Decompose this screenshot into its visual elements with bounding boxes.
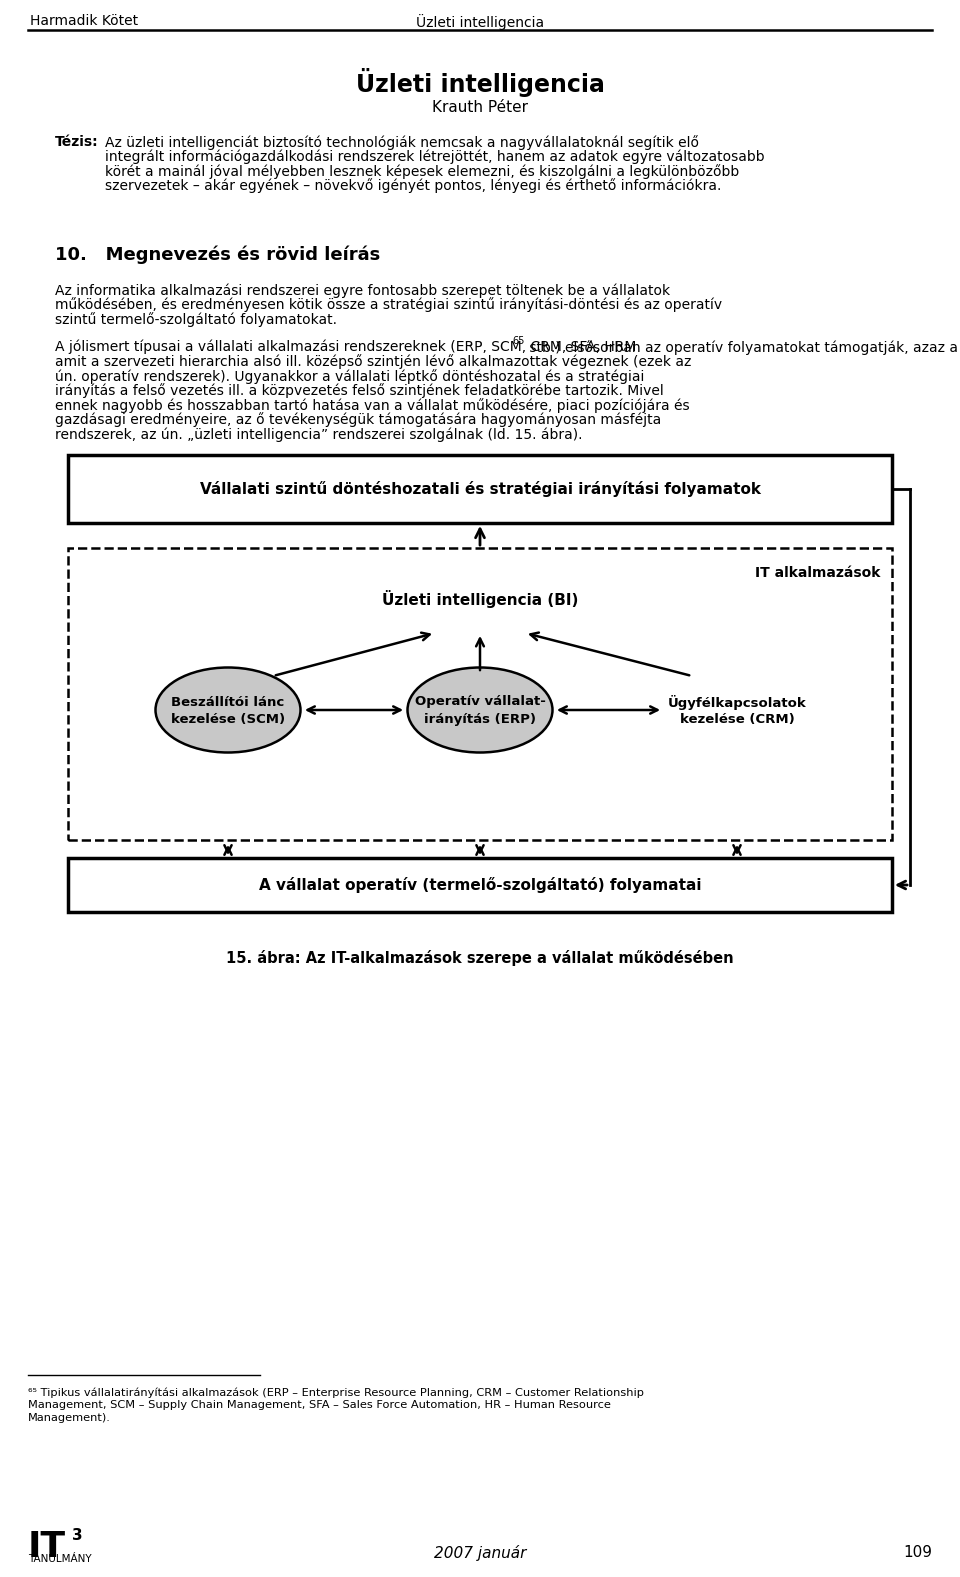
Text: A vállalat operatív (termelő-szolgáltató) folyamatai: A vállalat operatív (termelő-szolgáltató… — [259, 877, 701, 893]
Text: Krauth Péter: Krauth Péter — [432, 99, 528, 115]
Text: Üzleti intelligencia: Üzleti intelligencia — [355, 68, 605, 98]
Text: ennek nagyobb és hosszabban tartó hatása van a vállalat működésére, piaci pozíci: ennek nagyobb és hosszabban tartó hatása… — [55, 397, 689, 413]
Text: Ügyfélkapcsolatok: Ügyfélkapcsolatok — [667, 694, 806, 710]
Text: 65: 65 — [513, 336, 525, 345]
Text: irányítás (ERP): irányítás (ERP) — [424, 713, 536, 725]
Text: Harmadik Kötet: Harmadik Kötet — [30, 14, 138, 28]
Ellipse shape — [156, 667, 300, 752]
Text: ⁶⁵ Tipikus vállalatirányítási alkalmazások (ERP – Enterprise Resource Planning, : ⁶⁵ Tipikus vállalatirányítási alkalmazás… — [28, 1388, 644, 1397]
Text: Management, SCM – Supply Chain Management, SFA – Sales Force Automation, HR – Hu: Management, SCM – Supply Chain Managemen… — [28, 1400, 611, 1410]
Text: szintű termelő-szolgáltató folyamatokat.: szintű termelő-szolgáltató folyamatokat. — [55, 312, 337, 326]
Text: Üzleti intelligencia (BI): Üzleti intelligencia (BI) — [382, 590, 578, 609]
Text: működésében, és eredményesen kötik össze a stratégiai szintű irányítási-döntési : működésében, és eredményesen kötik össze… — [55, 298, 722, 312]
Text: IT alkalmazások: IT alkalmazások — [755, 566, 880, 580]
Text: szervezetek – akár egyének – növekvő igényét pontos, lényegi és érthető informác: szervezetek – akár egyének – növekvő igé… — [105, 178, 721, 194]
Text: Az üzleti intelligenciát biztosító technológiák nemcsak a nagyvállalatoknál segí: Az üzleti intelligenciát biztosító techn… — [105, 136, 699, 150]
Text: Vállalati szintű döntéshozatali és stratégiai irányítási folyamatok: Vállalati szintű döntéshozatali és strat… — [200, 481, 760, 497]
Text: kezelése (CRM): kezelése (CRM) — [680, 713, 794, 725]
Text: IT: IT — [28, 1530, 66, 1564]
Text: 109: 109 — [903, 1545, 932, 1560]
Text: irányítás a felső vezetés ill. a közpvezetés felső szintjének feladatkörébe tart: irányítás a felső vezetés ill. a közpvez… — [55, 383, 663, 399]
Text: Management).: Management). — [28, 1413, 110, 1422]
Text: 2007 január: 2007 január — [434, 1545, 526, 1561]
Text: Üzleti intelligencia: Üzleti intelligencia — [416, 14, 544, 30]
Text: rendszerek, az ún. „üzleti intelligencia” rendszerei szolgálnak (ld. 15. ábra).: rendszerek, az ún. „üzleti intelligencia… — [55, 427, 583, 442]
Text: stb.) elsősorban az operatív folyamatokat támogatják, azaz a vállalat azon napi : stb.) elsősorban az operatív folyamatoka… — [524, 341, 960, 355]
Text: kezelése (SCM): kezelése (SCM) — [171, 713, 285, 725]
Text: ún. operatív rendszerek). Ugyanakkor a vállalati léptkő döntéshozatal és a strat: ún. operatív rendszerek). Ugyanakkor a v… — [55, 369, 644, 383]
Text: gazdásagi eredményeire, az ő tevékenységük támogatására hagyományosan másféjta: gazdásagi eredményeire, az ő tevékenység… — [55, 413, 661, 427]
Text: 15. ábra: Az IT-alkalmazások szerepe a vállalat működésében: 15. ábra: Az IT-alkalmazások szerepe a v… — [227, 949, 733, 967]
Bar — [68, 456, 892, 524]
Text: amit a szervezeti hierarchia alsó ill. középső szintjén lévő alkalmazottak végez: amit a szervezeti hierarchia alsó ill. k… — [55, 355, 691, 369]
Text: integrált információgazdálkodási rendszerek létrejöttét, hanem az adatok egyre v: integrált információgazdálkodási rendsze… — [105, 150, 764, 164]
Text: 3: 3 — [72, 1528, 83, 1542]
Text: Tézis:: Tézis: — [55, 136, 99, 148]
Text: Az informatika alkalmazási rendszerei egyre fontosabb szerepet töltenek be a vál: Az informatika alkalmazási rendszerei eg… — [55, 282, 670, 298]
Bar — [68, 858, 892, 912]
Text: 10.   Megnevezés és rövid leírás: 10. Megnevezés és rövid leírás — [55, 244, 380, 263]
Text: TANULMÁNY: TANULMÁNY — [28, 1553, 91, 1564]
Text: körét a mainál jóval mélyebben lesznek képesek elemezni, és kiszolgálni a legkül: körét a mainál jóval mélyebben lesznek k… — [105, 164, 739, 178]
Text: A jólismert típusai a vállalati alkalmazási rendszereknek (ERP, SCM, CRM, SFA, H: A jólismert típusai a vállalati alkalmaz… — [55, 341, 636, 355]
Bar — [68, 547, 892, 841]
Text: Beszállítói lánc: Beszállítói lánc — [172, 695, 284, 708]
Text: Operatív vállalat-: Operatív vállalat- — [415, 695, 545, 708]
Ellipse shape — [407, 667, 553, 752]
